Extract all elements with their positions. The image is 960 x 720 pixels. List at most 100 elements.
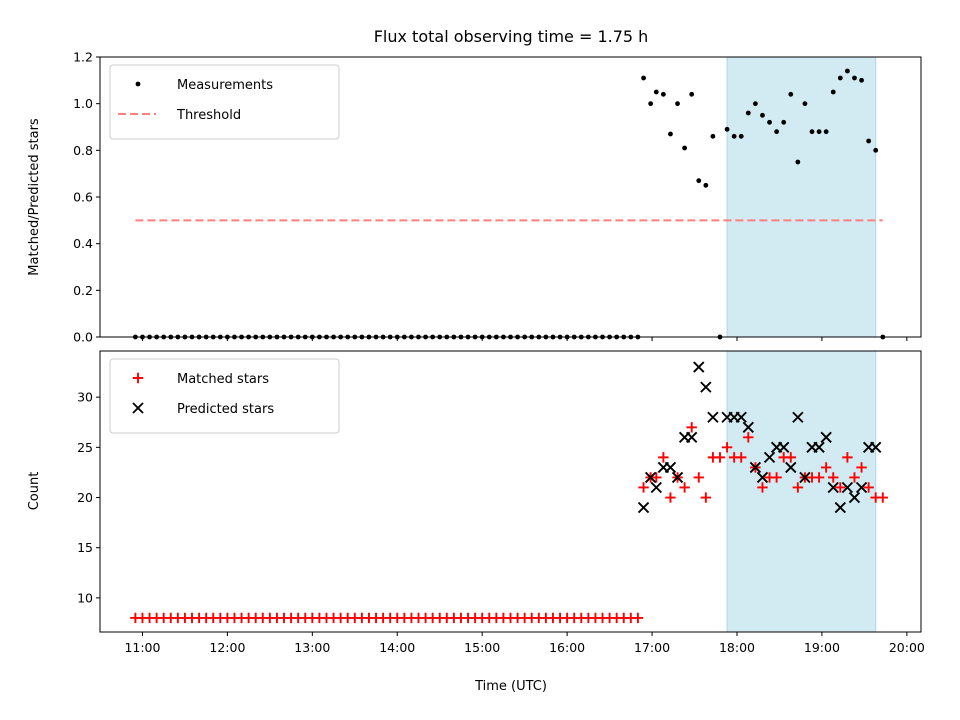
data-point bbox=[785, 461, 797, 474]
legend-swatch bbox=[132, 402, 144, 414]
x-tick-label: 18:00 bbox=[719, 640, 755, 655]
legend-label: Matched stars bbox=[177, 372, 269, 387]
data-point bbox=[735, 411, 747, 423]
data-point bbox=[763, 451, 776, 464]
data-point bbox=[693, 361, 705, 373]
y-tick-label: 0.4 bbox=[73, 236, 93, 251]
data-point bbox=[778, 441, 790, 454]
data-point bbox=[743, 432, 754, 443]
panel-bottom: 10 15 20 25 30 11:00 12:00 13:00 14:00 15:00 16:00… bbox=[27, 350, 925, 655]
data-point bbox=[771, 472, 782, 483]
y-axis-label: Count bbox=[27, 472, 42, 511]
data-point bbox=[731, 133, 737, 139]
data-point bbox=[724, 126, 730, 132]
data-point bbox=[742, 421, 754, 433]
data-point bbox=[828, 472, 839, 483]
data-point bbox=[757, 482, 768, 493]
data-point bbox=[736, 452, 747, 463]
series-predicted-stars bbox=[637, 361, 882, 514]
x-tick-label: 16:00 bbox=[549, 640, 585, 655]
data-point bbox=[792, 411, 804, 423]
legend-swatch bbox=[135, 81, 141, 87]
data-point bbox=[756, 471, 769, 484]
data-point bbox=[813, 472, 825, 483]
y-axis-label: Matched/Predicted stars bbox=[27, 118, 42, 276]
data-point bbox=[679, 482, 690, 493]
data-point bbox=[852, 75, 857, 81]
data-point bbox=[682, 145, 688, 151]
data-point bbox=[648, 101, 654, 107]
legend-box bbox=[109, 358, 340, 434]
data-point bbox=[834, 501, 846, 514]
data-point bbox=[700, 381, 712, 393]
data-point bbox=[855, 481, 868, 494]
y-tick-label: 15 bbox=[77, 540, 93, 555]
data-point bbox=[675, 101, 680, 107]
data-point bbox=[830, 89, 836, 95]
data-point bbox=[707, 411, 719, 423]
x-tick-label: 15:00 bbox=[464, 640, 500, 655]
data-point bbox=[809, 129, 815, 135]
data-point bbox=[848, 491, 861, 504]
data-point bbox=[653, 89, 659, 95]
data-point bbox=[738, 133, 744, 139]
data-point bbox=[693, 472, 704, 483]
data-point bbox=[651, 472, 662, 483]
data-point bbox=[700, 492, 712, 503]
highlight-region bbox=[726, 56, 877, 338]
y-tick-label: 1.2 bbox=[73, 50, 93, 65]
data-point bbox=[841, 481, 854, 494]
legend-box bbox=[109, 64, 340, 140]
data-point bbox=[877, 492, 888, 503]
series-measurements bbox=[132, 68, 886, 340]
data-point bbox=[714, 452, 726, 463]
y-tick-label: 0.6 bbox=[73, 190, 93, 205]
y-tick-label: 30 bbox=[77, 390, 93, 405]
data-point bbox=[767, 119, 772, 125]
x-tick-label: 13:00 bbox=[294, 640, 330, 655]
y-tick-label: 0.2 bbox=[73, 283, 93, 298]
panel-top: 0.0 0.2 0.4 0.6 0.8 1.0 1.2 Matched/Predicted s… bbox=[27, 50, 922, 345]
x-tick-label: 12:00 bbox=[209, 640, 245, 655]
data-point bbox=[823, 129, 829, 135]
legend: Measurements Threshold bbox=[109, 64, 340, 140]
data-point bbox=[856, 462, 867, 473]
data-point bbox=[816, 129, 822, 135]
data-point bbox=[785, 452, 796, 463]
data-point bbox=[696, 178, 702, 184]
data-point bbox=[774, 129, 780, 135]
data-point bbox=[820, 462, 832, 473]
data-point bbox=[644, 471, 657, 484]
data-point bbox=[866, 138, 872, 144]
data-point bbox=[873, 147, 879, 153]
data-point bbox=[660, 91, 666, 97]
data-point bbox=[849, 472, 860, 483]
data-point bbox=[668, 131, 673, 137]
legend-label: Threshold bbox=[176, 108, 241, 123]
data-point bbox=[792, 482, 804, 493]
data-point bbox=[760, 112, 765, 118]
data-point bbox=[686, 431, 698, 443]
data-point bbox=[752, 101, 758, 107]
x-tick-label: 14:00 bbox=[379, 640, 415, 655]
data-point bbox=[859, 77, 864, 83]
y-tick-label: 0.0 bbox=[73, 330, 93, 345]
legend-label: Measurements bbox=[177, 78, 273, 93]
data-point bbox=[788, 91, 794, 97]
data-point bbox=[863, 482, 874, 493]
chart-title: Flux total observing time = 1.75 h bbox=[374, 27, 649, 46]
data-point bbox=[799, 471, 811, 484]
series-matched-stars bbox=[130, 422, 888, 624]
data-point bbox=[632, 612, 644, 624]
data-point bbox=[689, 91, 695, 97]
legend-label: Predicted stars bbox=[177, 402, 274, 417]
highlight-region bbox=[726, 350, 877, 633]
data-point bbox=[837, 75, 843, 81]
data-point bbox=[745, 110, 751, 116]
data-point bbox=[827, 481, 839, 494]
data-point bbox=[870, 441, 882, 454]
data-point bbox=[842, 452, 853, 463]
x-tick-label: 20:00 bbox=[889, 640, 925, 655]
data-point bbox=[710, 133, 716, 139]
